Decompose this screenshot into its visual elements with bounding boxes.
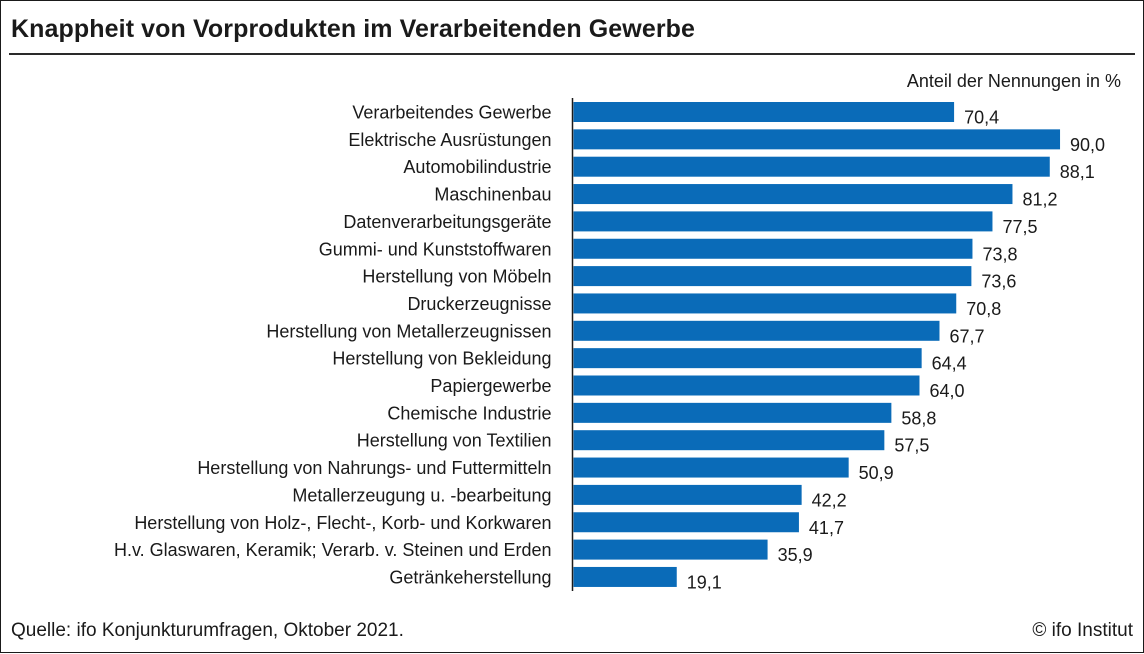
value-label: 73,8 xyxy=(982,244,1017,264)
chart-title: Knappheit von Vorprodukten im Verarbeite… xyxy=(11,15,696,43)
category-label: Herstellung von Möbeln xyxy=(362,267,551,287)
value-label: 42,2 xyxy=(812,490,847,510)
bar xyxy=(573,375,920,396)
category-label: Herstellung von Metallerzeugnissen xyxy=(266,321,551,341)
value-label: 70,8 xyxy=(966,299,1001,319)
category-label: Papiergewerbe xyxy=(430,376,551,396)
value-label: 81,2 xyxy=(1022,190,1057,210)
bar xyxy=(573,184,1013,205)
category-label: H.v. Glaswaren, Keramik; Verarb. v. Stei… xyxy=(114,540,552,560)
category-label: Gummi- und Kunststoffwaren xyxy=(319,239,552,259)
value-label: 90,0 xyxy=(1070,135,1105,155)
bar xyxy=(573,293,957,314)
bar xyxy=(573,348,922,369)
value-label: 19,1 xyxy=(687,572,722,592)
value-label: 35,9 xyxy=(778,545,813,565)
category-label: Metallerzeugung u. -bearbeitung xyxy=(292,485,551,505)
bar xyxy=(573,320,940,341)
bar xyxy=(573,457,849,478)
category-label: Verarbeitendes Gewerbe xyxy=(352,103,551,123)
category-label: Datenverarbeitungsgeräte xyxy=(343,212,551,232)
unit-label: Anteil der Nennungen in % xyxy=(906,71,1121,91)
bar xyxy=(573,156,1050,177)
value-label: 58,8 xyxy=(901,408,936,428)
category-label: Chemische Industrie xyxy=(387,403,551,423)
category-label: Herstellung von Textilien xyxy=(357,431,552,451)
category-label: Herstellung von Holz-, Flecht-, Korb- un… xyxy=(134,513,551,533)
bar xyxy=(573,102,955,122)
category-label: Maschinenbau xyxy=(434,185,551,205)
bar xyxy=(573,211,993,232)
value-label: 41,7 xyxy=(809,518,844,538)
copyright-credit: © ifo Institut xyxy=(1032,620,1133,641)
category-label: Druckerzeugnisse xyxy=(407,294,551,314)
category-label: Automobilindustrie xyxy=(403,157,551,177)
bar xyxy=(573,512,799,533)
value-label: 67,7 xyxy=(949,326,984,346)
value-label: 88,1 xyxy=(1060,162,1095,182)
bar xyxy=(573,129,1061,150)
category-label: Herstellung von Bekleidung xyxy=(332,349,551,369)
bar xyxy=(573,539,768,560)
bar xyxy=(573,484,802,505)
value-label: 77,5 xyxy=(1002,217,1037,237)
value-label: 50,9 xyxy=(859,463,894,483)
bar xyxy=(573,402,892,423)
bar xyxy=(573,266,972,287)
category-label: Herstellung von Nahrungs- und Futtermitt… xyxy=(197,458,551,478)
value-label: 64,0 xyxy=(929,381,964,401)
title-rule xyxy=(9,53,1135,55)
value-label: 64,4 xyxy=(932,354,967,374)
value-label: 70,4 xyxy=(964,108,999,128)
category-label: Getränkeherstellung xyxy=(389,567,551,587)
value-label: 73,6 xyxy=(981,272,1016,292)
source-note: Quelle: ifo Konjunkturumfragen, Oktober … xyxy=(11,620,404,641)
category-label: Elektrische Ausrüstungen xyxy=(348,130,551,150)
bar xyxy=(573,430,885,451)
bar xyxy=(573,238,973,259)
bar xyxy=(573,566,677,587)
value-label: 57,5 xyxy=(894,436,929,456)
